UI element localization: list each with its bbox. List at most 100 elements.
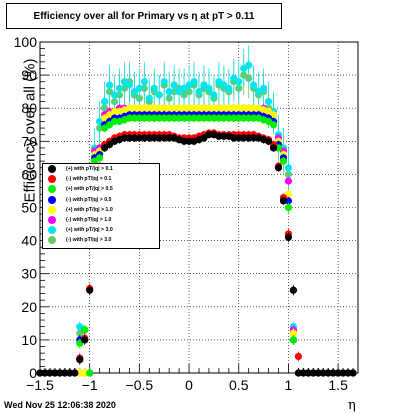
data-point xyxy=(51,369,59,377)
y-tick-label: 40 xyxy=(21,233,37,249)
data-point xyxy=(140,134,148,142)
data-point xyxy=(145,134,153,142)
legend-marker xyxy=(48,205,56,214)
data-point xyxy=(235,114,243,122)
data-point xyxy=(190,78,198,86)
legend-label: (+) with pT/|q| > 1.0 xyxy=(66,206,113,213)
data-point xyxy=(120,134,129,142)
data-point xyxy=(215,114,223,122)
y-tick-label: 0 xyxy=(29,365,37,381)
x-tick-label: −1 xyxy=(82,377,98,393)
data-point xyxy=(284,177,293,185)
legend-entry: (-) with pT/|q| > 3.0 xyxy=(43,235,159,245)
data-point xyxy=(309,369,317,377)
data-point xyxy=(130,114,139,122)
data-point xyxy=(324,369,332,377)
data-point xyxy=(185,137,193,145)
data-point xyxy=(135,104,143,112)
data-point xyxy=(170,114,178,122)
data-point xyxy=(165,88,173,96)
data-point xyxy=(250,81,258,89)
data-point xyxy=(230,134,238,142)
data-point xyxy=(140,104,148,112)
data-point xyxy=(36,369,44,377)
data-point xyxy=(215,104,223,112)
data-point xyxy=(66,369,74,377)
data-point xyxy=(165,134,173,142)
data-point xyxy=(304,369,312,377)
data-point xyxy=(230,114,238,122)
data-point xyxy=(329,369,337,377)
data-point xyxy=(105,81,114,89)
data-point xyxy=(170,104,178,112)
data-point xyxy=(46,369,54,377)
data-point xyxy=(155,114,163,122)
legend-label: (-) with pT/|q| > 0.1 xyxy=(66,176,112,183)
data-point xyxy=(86,369,94,377)
data-point xyxy=(279,157,288,165)
data-point xyxy=(81,369,89,377)
data-point xyxy=(240,104,248,112)
data-point xyxy=(110,117,119,126)
legend-entry: (-) with pT/|q| > 1.0 xyxy=(43,215,159,225)
data-point xyxy=(225,84,233,92)
data-point xyxy=(264,137,273,145)
data-point xyxy=(284,233,293,241)
y-tick-label: 70 xyxy=(21,133,37,149)
data-point xyxy=(100,97,109,106)
legend-marker xyxy=(48,165,56,174)
data-point xyxy=(135,134,143,142)
data-point xyxy=(220,132,228,140)
data-point xyxy=(339,369,347,377)
data-point xyxy=(150,104,158,112)
y-tick-label: 60 xyxy=(21,166,37,182)
data-point xyxy=(210,104,218,112)
legend-label: (+) with pT/|q| > 3.0 xyxy=(66,227,113,234)
data-point xyxy=(250,114,258,122)
data-point xyxy=(76,369,84,377)
data-point xyxy=(225,104,233,112)
data-point xyxy=(155,134,163,142)
chart-title: Efficiency over all for Primary vs η at … xyxy=(6,3,282,29)
data-point xyxy=(110,107,119,116)
data-point xyxy=(160,104,168,112)
data-point xyxy=(130,104,139,112)
legend-label: (+) with pT/|q| > 0.5 xyxy=(66,186,113,193)
data-point xyxy=(160,134,168,142)
data-point xyxy=(200,104,208,112)
data-point xyxy=(125,81,134,89)
data-point xyxy=(210,114,218,122)
data-point xyxy=(71,369,79,377)
data-point xyxy=(155,104,163,112)
legend-label: (+) with pT/|q| > 0.1 xyxy=(66,166,113,173)
x-tick-label: 0.5 xyxy=(229,377,249,393)
legend-entry: (+) with pT/|q| > 0.5 xyxy=(43,184,159,194)
data-point xyxy=(205,131,213,139)
data-point xyxy=(294,352,302,361)
data-point xyxy=(289,336,298,344)
legend-marker xyxy=(48,195,56,204)
timestamp: Wed Nov 25 12:06:38 2020 xyxy=(4,400,116,410)
data-point xyxy=(299,369,307,377)
data-point xyxy=(279,197,288,205)
data-point xyxy=(150,134,158,142)
data-point xyxy=(250,134,258,142)
data-point xyxy=(269,121,278,129)
data-point xyxy=(240,134,248,142)
y-tick-label: 80 xyxy=(21,100,37,116)
legend-marker xyxy=(48,175,56,184)
x-tick-label: 0 xyxy=(185,377,193,393)
data-point xyxy=(185,104,193,112)
data-point xyxy=(284,164,293,172)
data-point xyxy=(235,78,243,86)
data-point xyxy=(250,104,258,112)
data-point xyxy=(294,369,302,377)
data-point xyxy=(145,94,153,102)
data-point xyxy=(210,91,218,99)
data-point xyxy=(130,134,139,142)
legend-label: (-) with pT/|q| > 0.5 xyxy=(66,196,112,203)
x-tick-label: 1 xyxy=(285,377,293,393)
data-point xyxy=(150,114,158,122)
data-point xyxy=(289,329,298,337)
data-point xyxy=(215,132,223,140)
